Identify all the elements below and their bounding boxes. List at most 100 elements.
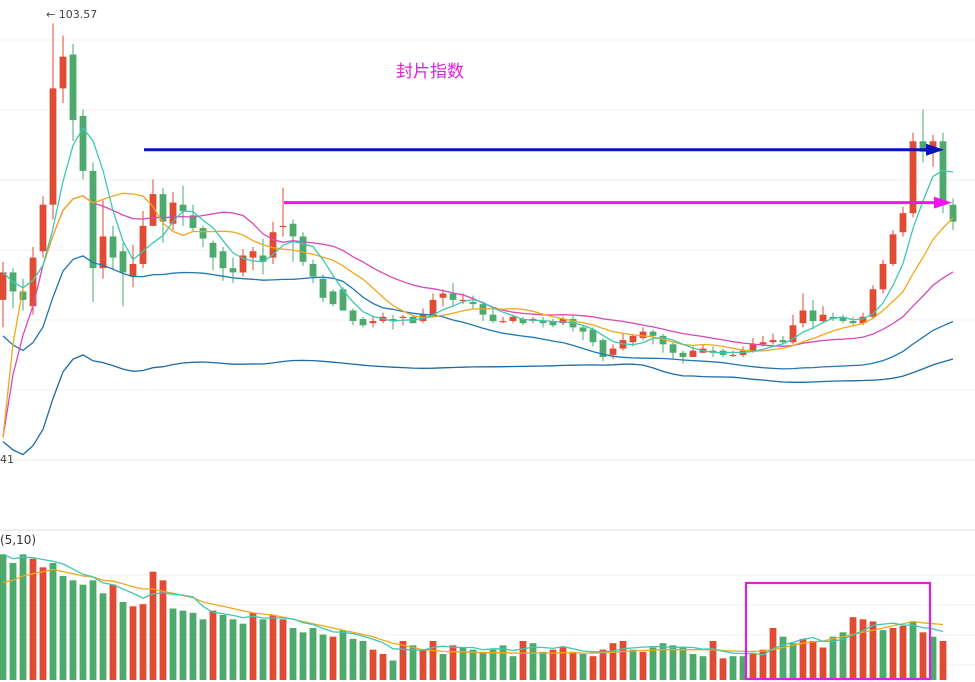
- candle-body: [29, 257, 37, 307]
- candle: [849, 316, 857, 326]
- candle-body: [249, 251, 257, 258]
- candle-body: [49, 88, 57, 205]
- ma10-line: [2, 192, 954, 438]
- candle: [779, 335, 787, 345]
- candle-body: [609, 348, 617, 355]
- chart-annotation-title: 封片指数: [396, 62, 464, 82]
- volume-bar: [649, 647, 657, 680]
- candle-body: [69, 54, 77, 121]
- candle-body: [789, 325, 797, 343]
- volume-bar: [239, 623, 247, 680]
- volume-bar: [149, 571, 157, 680]
- candle-body: [359, 318, 367, 326]
- volume-bar: [329, 636, 337, 680]
- candle: [179, 185, 187, 226]
- candle: [199, 225, 207, 248]
- candle-body: [819, 314, 827, 322]
- candle: [79, 109, 87, 180]
- volume-moving-averages: [2, 553, 944, 656]
- candle-body: [339, 289, 347, 311]
- volume-bar: [569, 651, 577, 680]
- candle-body: [159, 194, 167, 222]
- candle-body: [139, 225, 147, 264]
- candle: [149, 179, 157, 226]
- candle: [139, 211, 147, 269]
- candle: [949, 198, 957, 231]
- volume-bar: [749, 654, 757, 680]
- candle-body: [209, 242, 217, 258]
- candle-body: [439, 293, 447, 298]
- volume-bar: [279, 619, 287, 680]
- candle: [89, 162, 97, 303]
- candle: [59, 35, 67, 104]
- volume-bar: [49, 563, 57, 680]
- volume-bar: [809, 641, 817, 680]
- volume-bar: [519, 641, 527, 680]
- candle: [579, 325, 587, 341]
- volume-bar: [339, 630, 347, 680]
- candle-body: [329, 291, 337, 305]
- candle-body: [199, 227, 207, 239]
- volume-bar: [79, 584, 87, 680]
- candle: [249, 247, 257, 271]
- candle-body: [99, 236, 107, 269]
- candle-body: [369, 321, 377, 324]
- candle-body: [259, 255, 267, 262]
- ma5-line: [2, 126, 954, 354]
- volume-bar: [719, 658, 727, 680]
- candle: [269, 221, 277, 264]
- candle: [319, 274, 327, 303]
- candle: [489, 308, 497, 324]
- volume-bar: [799, 638, 807, 680]
- candle-body: [0, 272, 7, 300]
- volume-bar: [489, 649, 497, 680]
- volume-bar: [209, 610, 217, 680]
- candle: [279, 187, 287, 237]
- candle: [439, 289, 447, 307]
- volume-bar: [539, 651, 547, 680]
- candle-body: [679, 352, 687, 358]
- volume-bar: [659, 643, 667, 680]
- candle-body: [79, 115, 87, 171]
- candle-body: [239, 255, 247, 273]
- candle: [729, 350, 737, 358]
- candle: [169, 192, 177, 231]
- volume-bar: [589, 656, 597, 680]
- candle: [239, 249, 247, 277]
- volume-bar: [169, 608, 177, 680]
- volume-bar: [379, 654, 387, 680]
- moving-average-lines: [2, 126, 954, 456]
- candle-body: [909, 141, 917, 214]
- candle: [229, 257, 237, 283]
- candle: [799, 293, 807, 328]
- candle-body: [489, 314, 497, 322]
- candle-body: [349, 310, 357, 322]
- candle: [119, 242, 127, 307]
- candle: [919, 109, 927, 163]
- candle: [309, 259, 317, 283]
- volume-bar: [429, 641, 437, 680]
- candle-body: [889, 234, 897, 264]
- volume-bar: [729, 656, 737, 680]
- candle-body: [879, 263, 887, 290]
- candle: [9, 268, 17, 309]
- candle-body: [589, 329, 597, 343]
- volume-bar: [9, 563, 17, 680]
- volume-bar: [779, 636, 787, 680]
- candle-body: [629, 335, 637, 343]
- volume-bar: [459, 647, 467, 680]
- volume-bar: [319, 634, 327, 680]
- candle: [159, 187, 167, 243]
- volume-bar: [889, 628, 897, 680]
- candle-body: [269, 232, 277, 258]
- volume-bar: [119, 602, 127, 680]
- volume-bar: [179, 610, 187, 680]
- candle-body: [309, 263, 317, 277]
- candle-body: [59, 56, 67, 89]
- volume-bar: [769, 628, 777, 680]
- volume-bar: [189, 612, 197, 680]
- candle-body: [499, 321, 507, 323]
- volume-bar: [599, 649, 607, 680]
- candle-body: [759, 342, 767, 345]
